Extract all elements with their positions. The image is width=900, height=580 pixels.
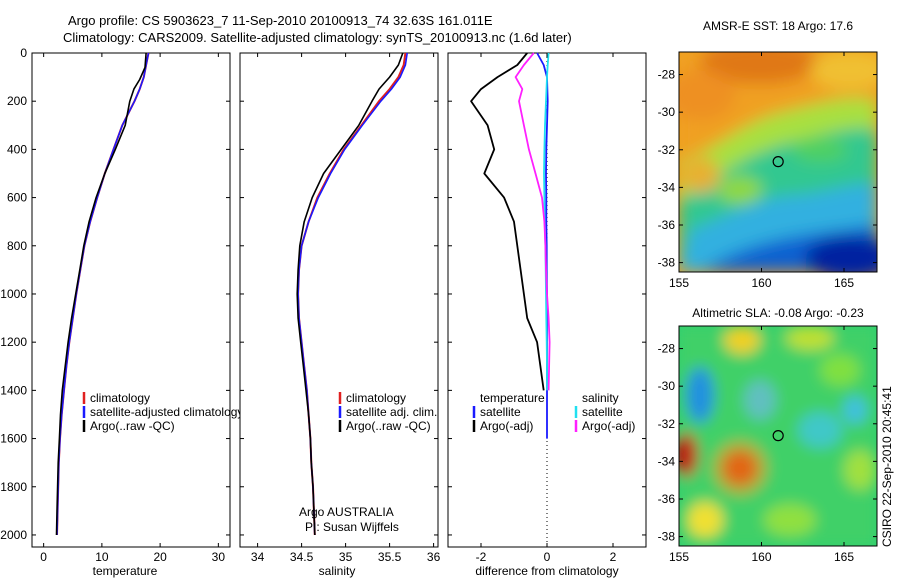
argo-float-marker bbox=[772, 156, 784, 168]
sla-field bbox=[679, 326, 877, 546]
temperature-panel-frame bbox=[31, 52, 231, 548]
legend-label-sal-argo: Argo(-adj) bbox=[582, 419, 635, 433]
salinity-depth-ticks bbox=[240, 52, 438, 536]
x-tick-label: -2 bbox=[476, 550, 487, 564]
lon-tick-label: 155 bbox=[669, 276, 689, 290]
lon-tick-label: 165 bbox=[834, 550, 854, 564]
x-tick-label: 34 bbox=[251, 550, 265, 564]
legend-label-climatology: climatology bbox=[346, 391, 406, 405]
salinity-legend: climatology satellite adj. clim. Argo(..… bbox=[338, 391, 437, 433]
temperature-lines bbox=[55, 52, 150, 536]
lat-tick-label: -32 bbox=[658, 143, 676, 157]
temperature-x-axis: 0 10 20 30 bbox=[40, 53, 225, 564]
sla-lon-axis: 155 160 165 bbox=[669, 326, 854, 564]
lon-tick-label: 165 bbox=[834, 276, 854, 290]
legend-label-satellite: satellite-adjusted climatology bbox=[90, 405, 243, 419]
sla-map-title: Altimetric SLA: -0.08 Argo: -0.23 bbox=[692, 306, 864, 320]
depth-tick-label: 200 bbox=[7, 94, 27, 108]
sla-map-frame bbox=[678, 325, 878, 547]
sst-lat-axis: -28 -30 -32 -34 -36 -38 bbox=[658, 68, 877, 270]
legend-label-satellite: satellite adj. clim. bbox=[346, 405, 437, 419]
lat-tick-label: -28 bbox=[658, 68, 676, 82]
sst-field bbox=[679, 52, 877, 272]
series-line-temperature-argo-adj- bbox=[470, 52, 545, 391]
salinity-x-axis: 34 34.5 35 35.5 36 bbox=[251, 53, 441, 564]
temperature-panel: 0 200 400 600 800 1000 1200 1400 1600 1800 2000 0 1… bbox=[0, 46, 243, 578]
credit-line1: Argo AUSTRALIA bbox=[299, 505, 394, 519]
x-tick-label: 20 bbox=[153, 550, 167, 564]
salinity-lines bbox=[296, 52, 408, 536]
x-tick-label: 35 bbox=[339, 550, 353, 564]
lon-tick-label: 155 bbox=[669, 550, 689, 564]
sst-map-title: AMSR-E SST: 18 Argo: 17.6 bbox=[703, 19, 853, 33]
depth-tick-label: 1000 bbox=[0, 287, 27, 301]
depth-tick-label: 1200 bbox=[0, 335, 27, 349]
salinity-x-label: salinity bbox=[319, 564, 356, 578]
depth-tick-label: 1400 bbox=[0, 383, 27, 397]
argo-float-marker bbox=[772, 430, 784, 442]
sla-map: Altimetric SLA: -0.08 Argo: -0.23 bbox=[658, 306, 878, 564]
legend-label-argo: Argo(..raw -QC) bbox=[346, 419, 431, 433]
depth-tick-label: 2000 bbox=[0, 528, 27, 542]
lat-tick-label: -34 bbox=[658, 180, 676, 194]
lat-tick-label: -30 bbox=[658, 379, 676, 393]
series-line-salinity-satellite bbox=[543, 52, 550, 391]
lat-tick-label: -34 bbox=[658, 454, 676, 468]
timestamp-stamp: CSIRO 22-Sep-2010 20:45:41 bbox=[880, 386, 894, 547]
x-tick-label: 35.5 bbox=[378, 550, 402, 564]
series-line-argo-raw-qc- bbox=[55, 52, 147, 536]
temperature-x-label: temperature bbox=[93, 564, 158, 578]
depth-tick-label: 1800 bbox=[0, 480, 27, 494]
depth-axis: 0 200 400 600 800 1000 1200 1400 1600 1800 2000 bbox=[0, 46, 230, 542]
lat-tick-label: -30 bbox=[658, 105, 676, 119]
difference-lines bbox=[470, 52, 551, 547]
difference-x-axis: -2 0 2 bbox=[476, 53, 617, 564]
x-tick-label: 34.5 bbox=[290, 550, 314, 564]
depth-tick-label: 0 bbox=[20, 46, 27, 60]
sst-map-frame bbox=[678, 51, 878, 273]
x-tick-label: 30 bbox=[212, 550, 226, 564]
x-tick-label: 36 bbox=[427, 550, 441, 564]
temperature-legend: climatology satellite-adjusted climatolo… bbox=[82, 391, 243, 433]
lat-tick-label: -32 bbox=[658, 417, 676, 431]
difference-legend: temperature satellite Argo(-adj) salinit… bbox=[472, 391, 635, 433]
x-tick-label: 10 bbox=[95, 550, 109, 564]
lat-tick-label: -38 bbox=[658, 530, 676, 544]
lat-tick-label: -38 bbox=[658, 256, 676, 270]
x-tick-label: 0 bbox=[40, 550, 47, 564]
figure-title-line2: Climatology: CARS2009. Satellite-adjuste… bbox=[63, 30, 572, 45]
difference-panel: -2 0 2 difference from climatology tempera… bbox=[447, 52, 647, 578]
legend-label-sal-satellite: satellite bbox=[582, 405, 623, 419]
credit-line2: PI: Susan Wijffels bbox=[305, 520, 399, 534]
depth-tick-label: 400 bbox=[7, 142, 27, 156]
lat-tick-label: -36 bbox=[658, 218, 676, 232]
figure-title-line1: Argo profile: CS 5903623_7 11-Sep-2010 2… bbox=[68, 13, 493, 28]
salinity-panel-frame bbox=[239, 52, 439, 548]
legend-label-climatology: climatology bbox=[90, 391, 150, 405]
salinity-panel: 34 34.5 35 35.5 36 salinity climatology sate… bbox=[239, 52, 441, 578]
legend-label-argo: Argo(..raw -QC) bbox=[90, 419, 175, 433]
depth-tick-label: 800 bbox=[7, 239, 27, 253]
depth-tick-label: 600 bbox=[7, 191, 27, 205]
legend-label-temp-argo: Argo(-adj) bbox=[480, 419, 533, 433]
x-tick-label: 2 bbox=[610, 550, 617, 564]
legend-title-salinity: salinity bbox=[582, 391, 619, 405]
difference-depth-ticks bbox=[448, 52, 646, 536]
sst-map: AMSR-E SST: 18 Argo: 17.6 -28 -30 -32 -34 -3… bbox=[658, 19, 878, 290]
sst-lon-axis: 155 160 165 bbox=[669, 52, 854, 290]
legend-label-temp-satellite: satellite bbox=[480, 405, 521, 419]
x-tick-label: 0 bbox=[544, 550, 551, 564]
series-line-salinity-argo-adj- bbox=[514, 52, 551, 391]
lon-tick-label: 160 bbox=[751, 276, 771, 290]
depth-tick-label: 1600 bbox=[0, 432, 27, 446]
lat-tick-label: -36 bbox=[658, 492, 676, 506]
lon-tick-label: 160 bbox=[751, 550, 771, 564]
legend-title-temperature: temperature bbox=[480, 391, 545, 405]
lat-tick-label: -28 bbox=[658, 342, 676, 356]
series-line-argo-raw-qc- bbox=[296, 52, 404, 536]
difference-x-label: difference from climatology bbox=[475, 564, 618, 578]
sla-lat-axis: -28 -30 -32 -34 -36 -38 bbox=[658, 342, 877, 544]
